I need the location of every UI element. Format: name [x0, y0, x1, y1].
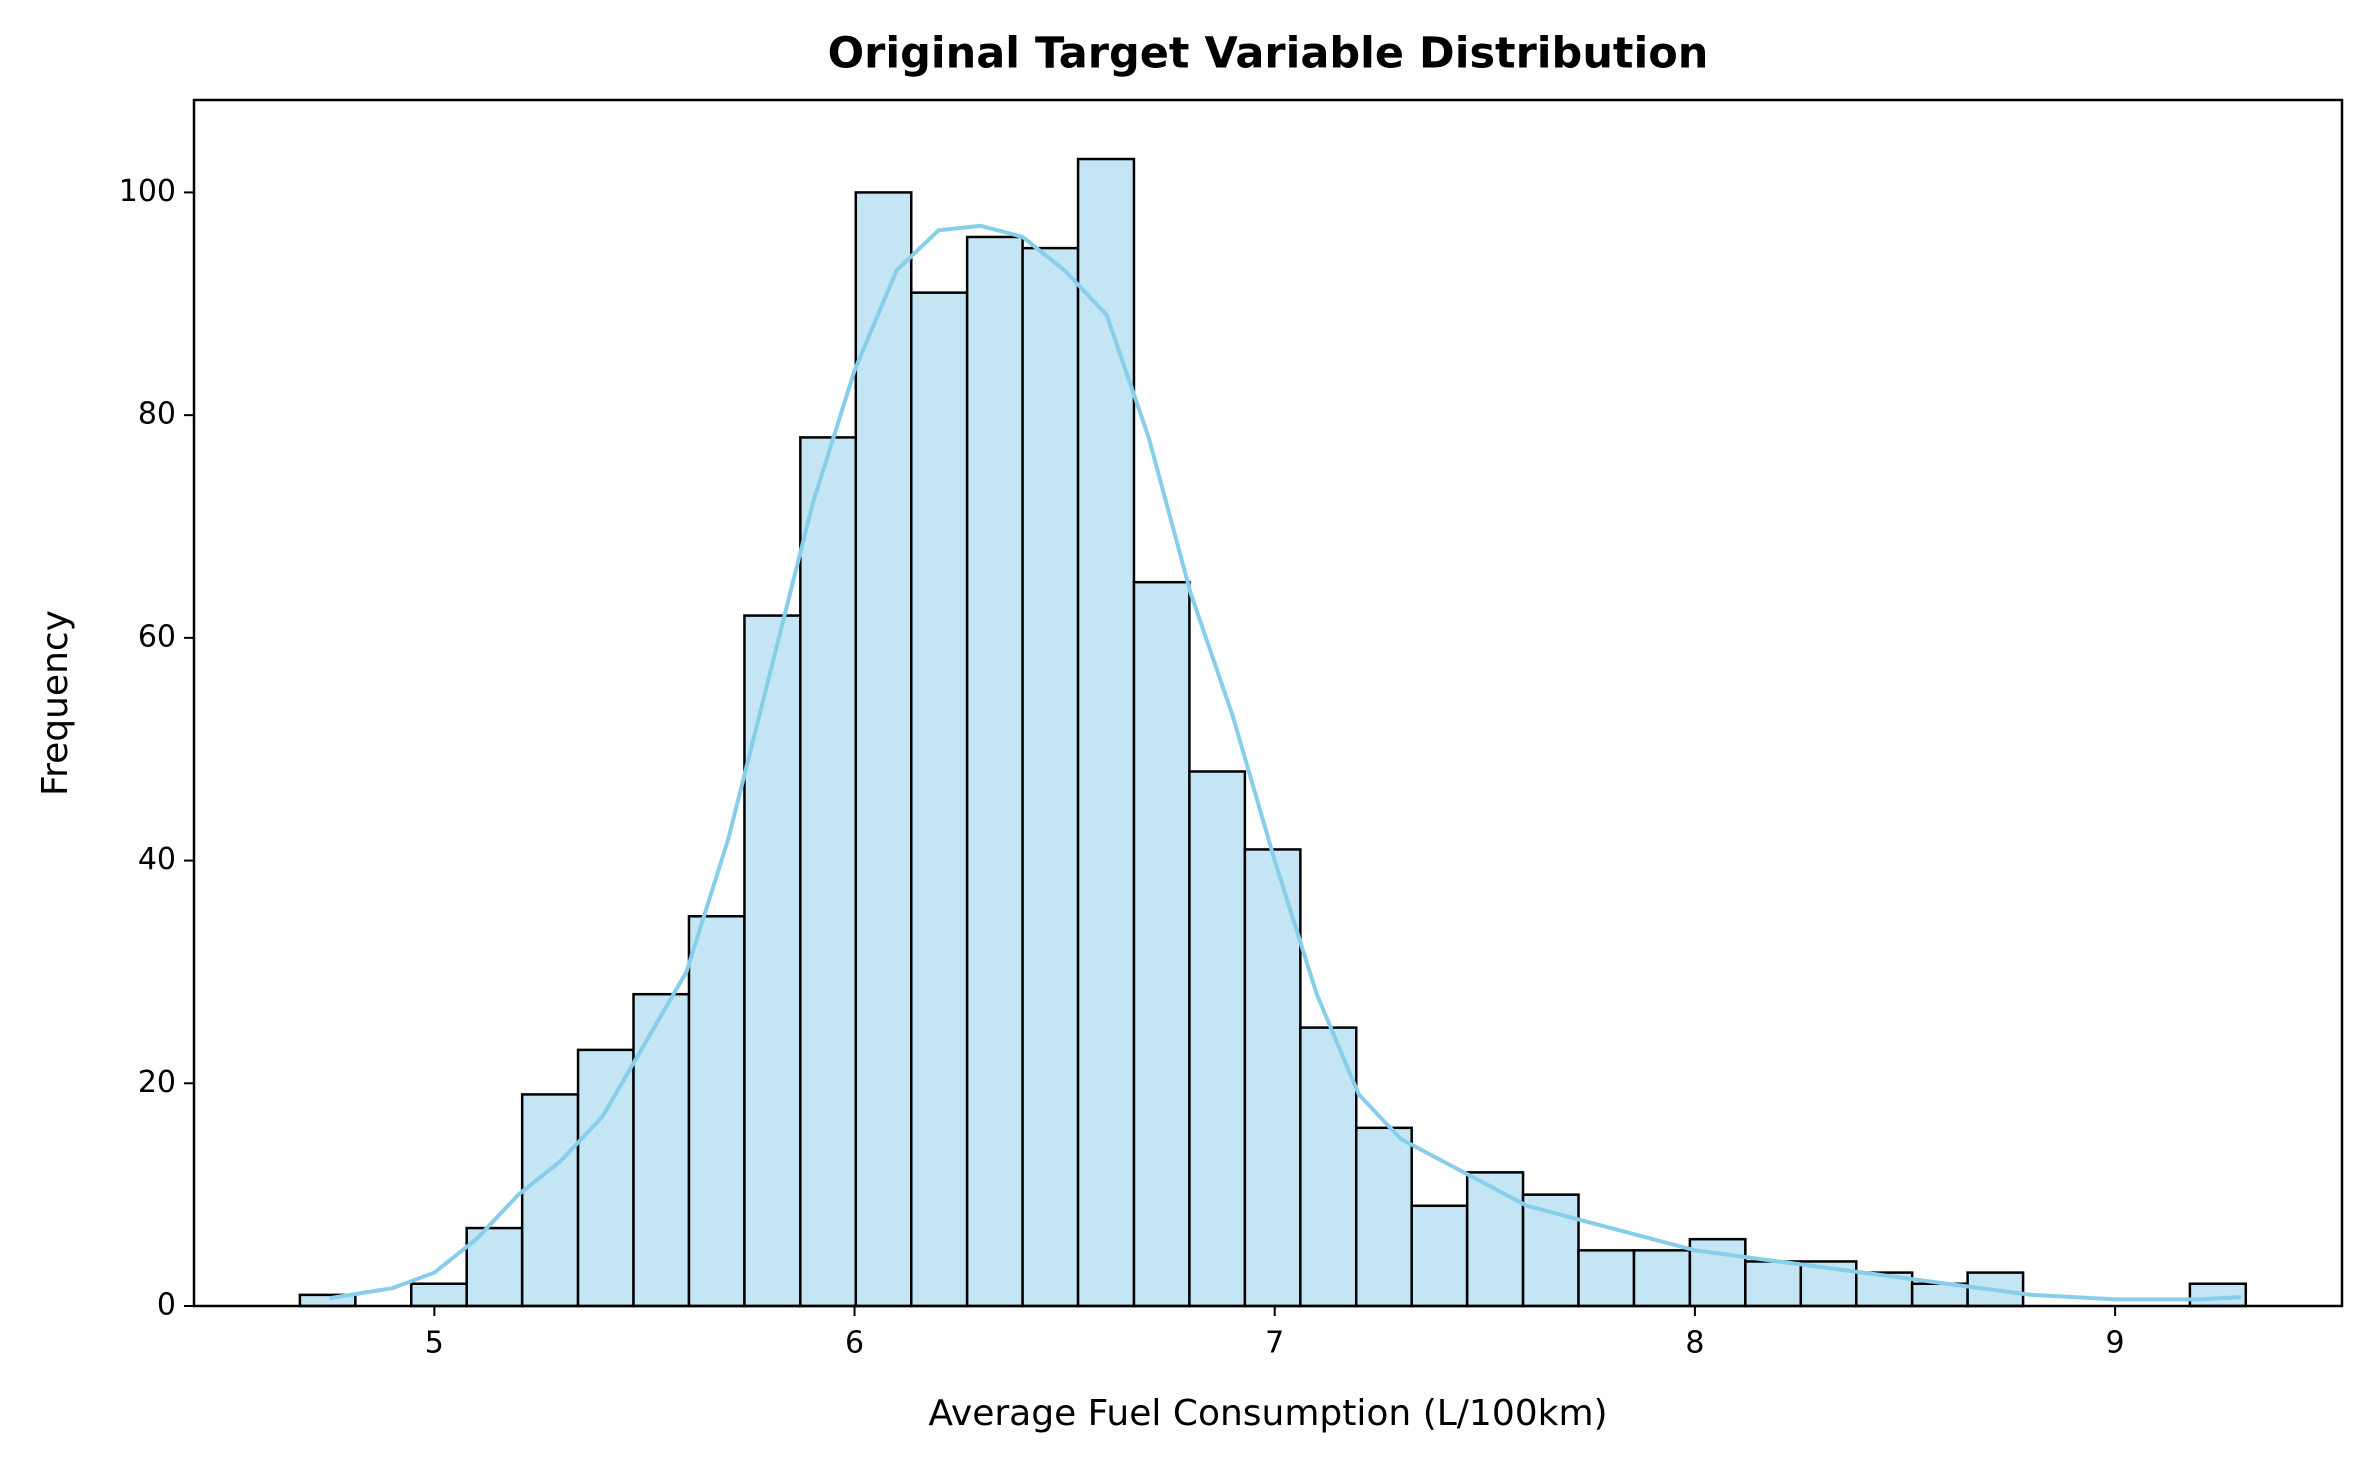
x-tick-label: 5 — [425, 1326, 444, 1361]
x-tick-label: 9 — [2106, 1326, 2125, 1361]
histogram-bar — [1465, 1171, 1525, 1308]
y-tick-label: 80 — [138, 397, 176, 432]
y-tick-label: 60 — [138, 619, 176, 654]
x-tick-label: 8 — [1685, 1326, 1704, 1361]
histogram-bar — [965, 235, 1024, 1308]
histogram-bar — [743, 614, 802, 1308]
histogram-bar — [1577, 1249, 1636, 1308]
histogram-bar — [799, 436, 858, 1308]
x-axis-label: Average Fuel Consumption (L/100km) — [928, 1393, 1607, 1434]
histogram-bar — [520, 1093, 580, 1308]
histogram-bar — [1188, 770, 1247, 1308]
x-tick-label: 7 — [1265, 1326, 1284, 1361]
x-tick-label: 6 — [845, 1326, 864, 1361]
y-tick-label: 40 — [138, 842, 176, 877]
histogram-bar — [632, 992, 691, 1308]
histogram-bar — [1410, 1204, 1469, 1308]
y-axis-label: Frequency — [35, 610, 76, 796]
histogram-bar — [1744, 1260, 1803, 1308]
histogram-bar — [1132, 580, 1191, 1308]
y-tick-label: 100 — [119, 174, 176, 209]
histogram-bar — [2188, 1282, 2248, 1308]
histogram-bar — [409, 1282, 468, 1308]
plot-frame — [192, 98, 2344, 1308]
histogram-bar — [1076, 157, 1136, 1308]
histogram-bar — [854, 191, 913, 1308]
histogram-bar — [1632, 1249, 1692, 1308]
chart-title: Original Target Variable Distribution — [828, 29, 1709, 79]
y-tick-label: 20 — [138, 1065, 176, 1100]
kde-line — [328, 223, 2242, 1302]
y-tick-label: 0 — [157, 1288, 176, 1323]
histogram-bar — [910, 291, 969, 1308]
histogram-bar — [1021, 246, 1080, 1308]
histogram-bar — [576, 1048, 635, 1308]
histogram-bar — [1354, 1126, 1413, 1308]
histogram-bar — [687, 914, 746, 1308]
